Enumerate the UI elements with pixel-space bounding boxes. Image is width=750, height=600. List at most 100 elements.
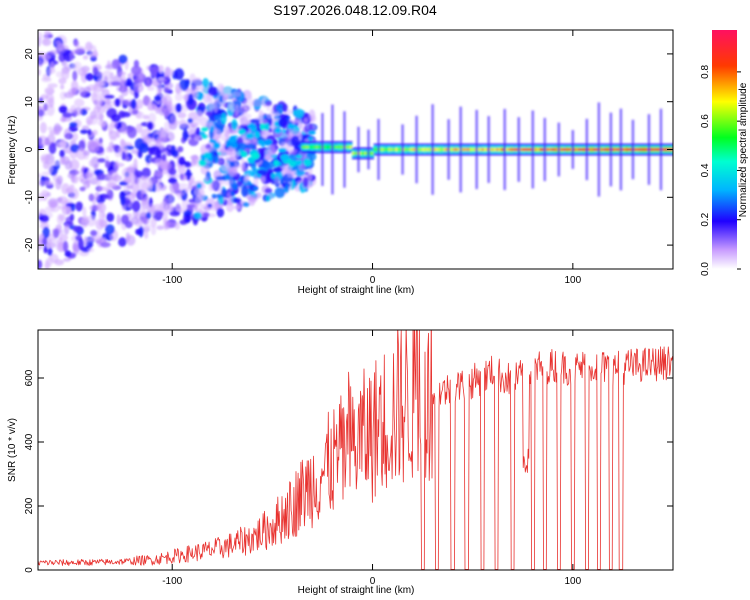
spectrogram-cell <box>83 235 88 246</box>
spectrogram-cell <box>81 125 90 131</box>
spectrogram-cell <box>349 145 353 149</box>
spectrogram-cell <box>302 176 309 188</box>
spectrogram-cell <box>378 148 382 151</box>
spectrogram-cell <box>224 161 230 169</box>
spectrogram-cell <box>112 174 123 182</box>
spectrogram-cell <box>118 110 126 119</box>
spectrogram-cell <box>657 148 661 151</box>
spectrogram-cell <box>50 61 55 72</box>
spectrogram-cell <box>72 244 79 256</box>
spectrogram-cell <box>140 206 146 212</box>
spectrogram-cell <box>70 63 78 70</box>
spectrogram-cell <box>189 178 194 184</box>
spectrogram-cell <box>606 148 610 151</box>
spectrogram-cell <box>642 148 646 151</box>
spectrogram-cell <box>167 100 173 112</box>
spectrogram-cell <box>260 123 266 131</box>
spectrogram-cell <box>237 142 248 150</box>
spectrogram-cell <box>266 113 272 119</box>
spectrogram-cell <box>193 110 204 121</box>
spectrogram-cell <box>481 148 485 151</box>
spectrogram-cell <box>196 182 202 189</box>
spectrogram-x-label: Height of straight line (km) <box>298 285 415 296</box>
spectrogram-cell <box>260 175 266 183</box>
spectrogram-cell <box>594 148 598 151</box>
spectrogram-streak <box>659 108 663 191</box>
spectrogram-cell <box>440 148 444 151</box>
spectrogram-cell <box>280 153 289 162</box>
spectrogram-cell <box>121 214 129 225</box>
spectrogram-cell <box>193 77 202 86</box>
spectrogram-cell <box>395 148 399 151</box>
spectrogram-cell <box>402 148 406 151</box>
spectrogram-streak <box>557 122 561 177</box>
spectrogram-cell <box>214 155 220 164</box>
spectrogram-cell <box>38 51 47 59</box>
spectrogram-streak <box>531 110 534 189</box>
spectrogram-cell <box>120 195 126 206</box>
spectrogram-cell <box>39 214 50 223</box>
spectrogram-cell <box>164 82 174 90</box>
snr-ytick-label: 0 <box>24 567 35 573</box>
spectrogram-cell <box>565 148 569 151</box>
spectrogram-cell <box>131 65 142 75</box>
spectrogram-cell <box>335 145 339 149</box>
spectrogram-cell <box>180 174 188 182</box>
spectrogram-cell <box>604 148 608 151</box>
spectrogram-cell <box>49 238 60 248</box>
spectrogram-cell <box>661 148 665 151</box>
spectrogram-cell <box>241 185 249 198</box>
spectrogram-cell <box>237 129 247 135</box>
spectrogram-cell <box>621 148 625 151</box>
spectrogram-cell <box>371 151 375 155</box>
spectrogram-cell <box>70 203 76 212</box>
spectrogram-cell <box>135 99 144 110</box>
spectrogram-cell <box>40 94 49 100</box>
chart-title: S197.2026.048.12.09.R04 <box>273 2 437 18</box>
spectrogram-cell <box>87 44 97 51</box>
spectrogram-cell <box>251 98 263 107</box>
spectrogram-cell <box>147 121 154 131</box>
spectrogram-cell <box>175 88 183 94</box>
spectrogram-cell <box>397 148 401 151</box>
spectrogram-cell <box>637 148 641 151</box>
spectrogram-cell <box>96 202 107 213</box>
spectrogram-cell <box>174 191 185 196</box>
spectrogram-cell <box>41 171 52 176</box>
spectrogram-cell <box>89 110 97 120</box>
spectrogram-cell <box>43 245 48 254</box>
spectrogram-cell <box>125 234 136 246</box>
spectrogram-cell <box>178 119 187 129</box>
spectrogram-cell <box>580 148 584 151</box>
spectrogram-cell <box>67 172 75 179</box>
spectrogram-cell <box>197 188 205 201</box>
spectrogram-streak <box>503 108 506 191</box>
spectrogram-cell <box>267 144 276 157</box>
spectrogram-cell <box>488 148 492 151</box>
spectrogram-cell <box>155 108 160 114</box>
spectrogram-cell <box>50 142 57 148</box>
spectrogram-cell <box>229 150 241 159</box>
spectrogram-cell <box>209 125 215 133</box>
spectrogram-cell <box>649 148 653 151</box>
spectrogram-cell <box>131 200 141 213</box>
spectrogram-cell <box>121 167 132 179</box>
spectrogram-cell <box>575 148 579 151</box>
spectrogram-cell <box>260 128 267 139</box>
spectrogram-cell <box>363 151 367 155</box>
spectrogram-cell <box>153 170 164 178</box>
spectrogram-cell <box>92 129 98 136</box>
spectrogram-cell <box>201 126 209 132</box>
spectrogram-cell <box>177 146 184 153</box>
spectrogram-cell <box>500 148 504 151</box>
spectrogram-cell <box>97 186 108 192</box>
spectrogram-streak <box>377 118 380 181</box>
spectrogram-cell <box>633 148 637 151</box>
snr-x-label: Height of straight line (km) <box>298 585 415 596</box>
spectrogram-cell <box>43 180 55 186</box>
spectrogram-cell <box>109 136 117 141</box>
spectrogram-cell <box>462 148 466 151</box>
spectrogram-cell <box>163 110 171 116</box>
spectrogram-cell <box>272 167 283 173</box>
spectrogram-cell <box>270 172 276 180</box>
